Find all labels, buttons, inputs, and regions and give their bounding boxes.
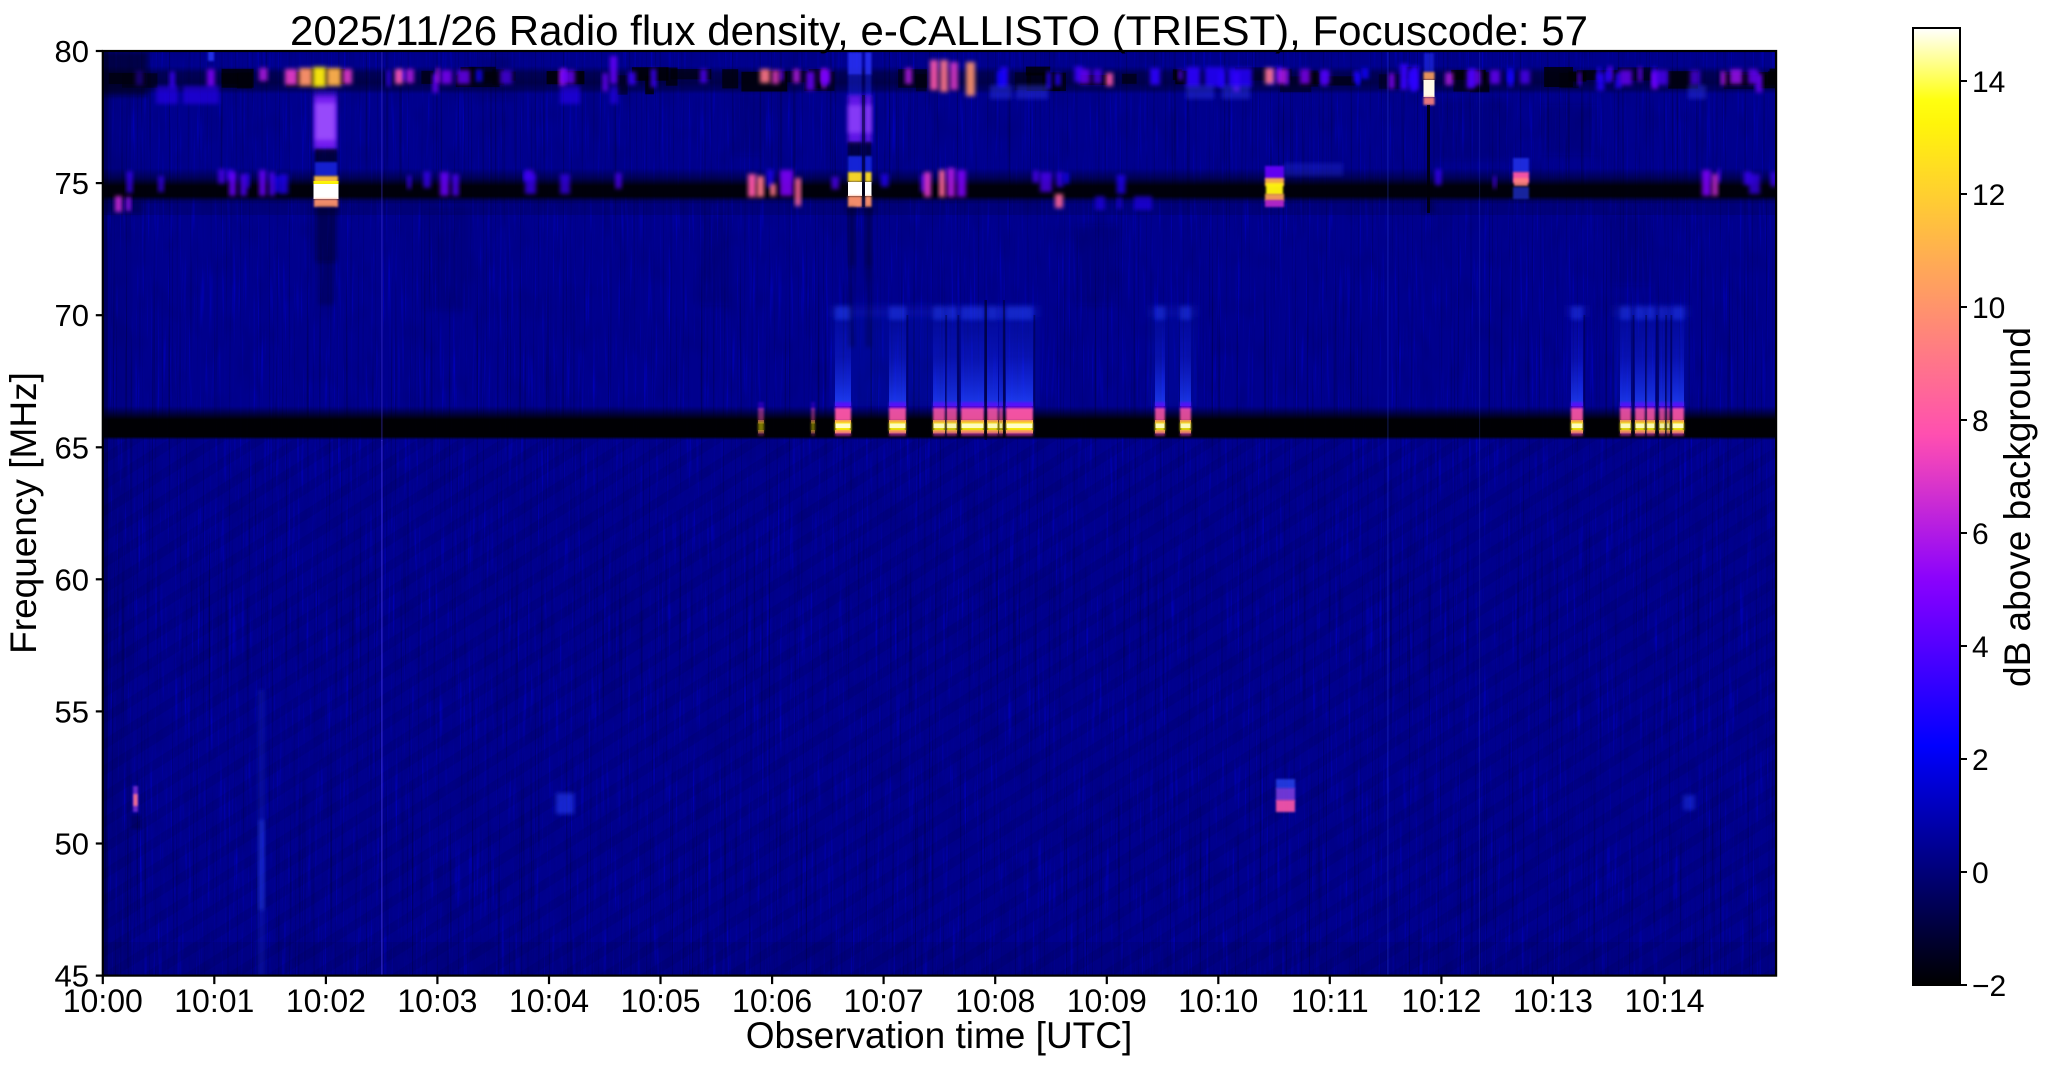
svg-text:2: 2 [1972,744,1989,777]
svg-text:10:10: 10:10 [1178,983,1258,1019]
svg-text:12: 12 [1972,179,2005,212]
svg-text:Observation time [UTC]: Observation time [UTC] [746,1015,1133,1056]
svg-text:55: 55 [55,694,89,729]
svg-text:dB above background: dB above background [1997,327,2038,687]
svg-text:10:09: 10:09 [1067,983,1147,1019]
svg-text:10:04: 10:04 [509,983,589,1019]
svg-text:10:14: 10:14 [1624,983,1704,1019]
svg-text:10:01: 10:01 [174,983,254,1019]
svg-text:45: 45 [55,959,89,994]
svg-text:10:00: 10:00 [63,983,143,1019]
svg-text:10: 10 [1972,292,2005,325]
svg-text:10:12: 10:12 [1401,983,1481,1019]
svg-text:60: 60 [55,562,89,597]
svg-text:10:07: 10:07 [844,983,924,1019]
svg-text:10:06: 10:06 [732,983,812,1019]
svg-text:80: 80 [55,34,89,69]
svg-text:4: 4 [1972,631,1989,664]
svg-text:65: 65 [55,430,89,465]
svg-text:10:02: 10:02 [286,983,366,1019]
svg-text:75: 75 [55,166,89,201]
svg-text:10:05: 10:05 [620,983,700,1019]
svg-text:0: 0 [1972,857,1989,890]
svg-text:70: 70 [55,298,89,333]
svg-text:10:08: 10:08 [955,983,1035,1019]
svg-text:8: 8 [1972,405,1989,438]
svg-text:2025/11/26 Radio flux density: 2025/11/26 Radio flux density, e-CALLIST… [290,7,1588,54]
svg-text:10:03: 10:03 [397,983,477,1019]
svg-text:14: 14 [1972,66,2005,99]
svg-text:10:11: 10:11 [1291,983,1369,1019]
svg-text:Frequency [MHz]: Frequency [MHz] [3,372,44,654]
svg-text:−2: −2 [1972,970,2006,1003]
svg-text:10:13: 10:13 [1513,983,1593,1019]
svg-text:50: 50 [55,827,89,862]
svg-text:6: 6 [1972,518,1989,551]
